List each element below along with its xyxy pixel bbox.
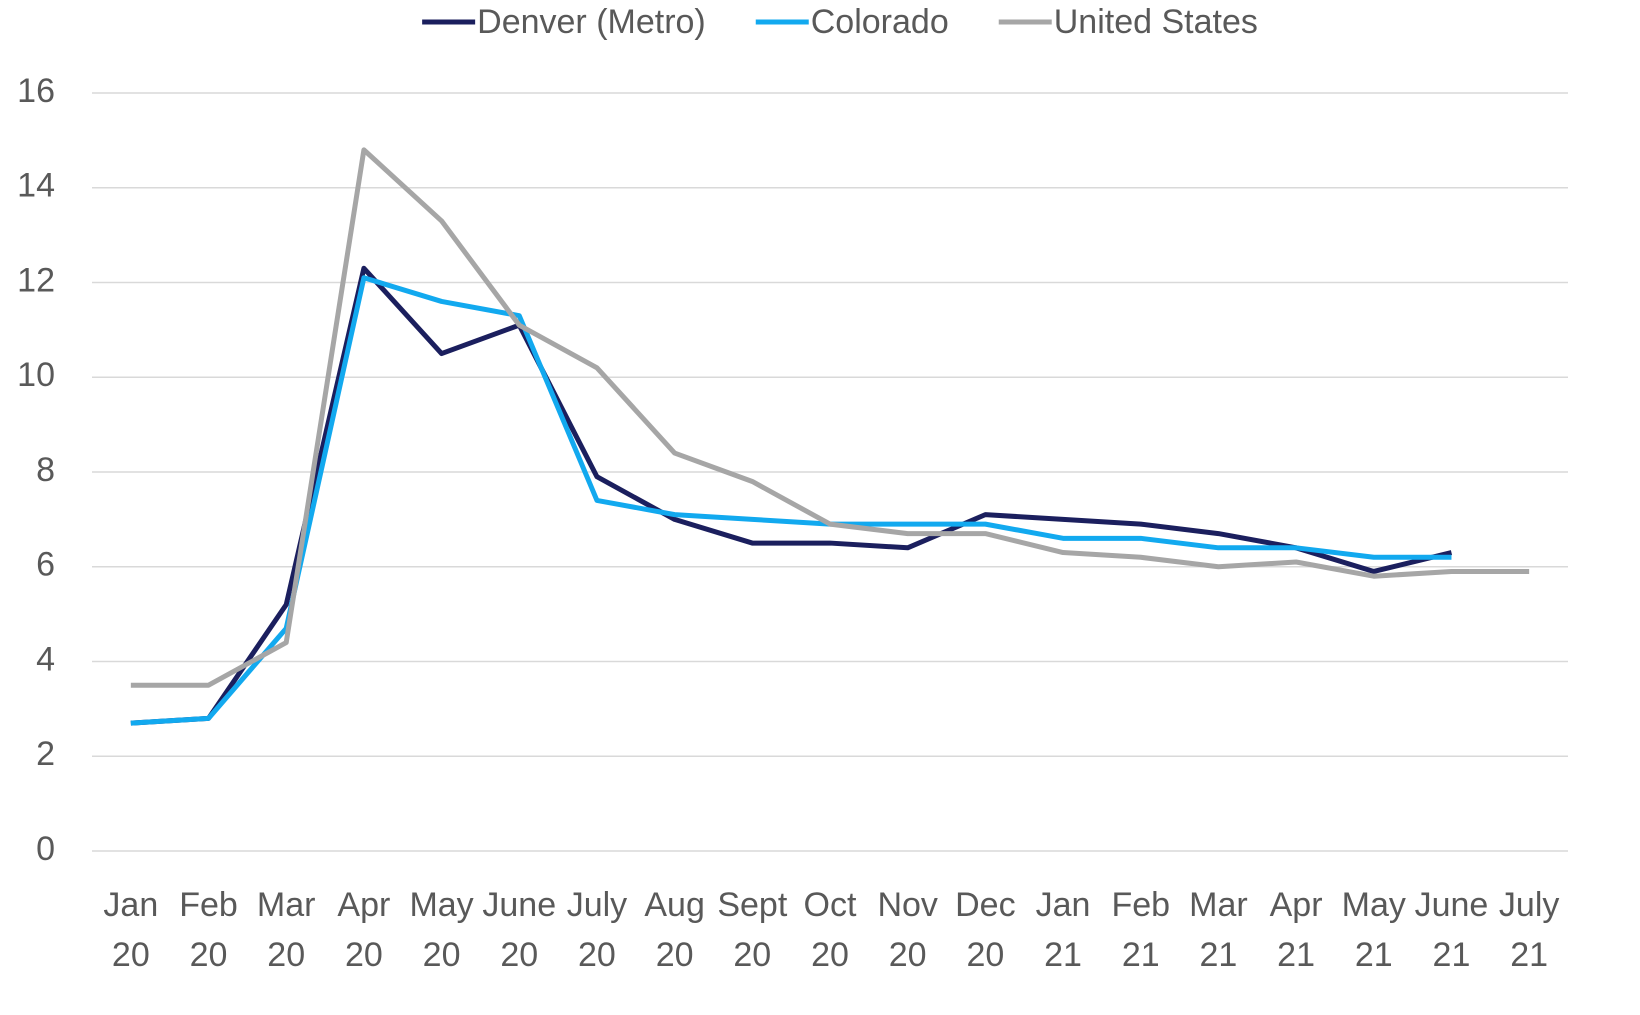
x-tick-label: Sept 20 — [717, 886, 788, 974]
x-tick-label: May 20 — [409, 886, 474, 974]
x-tick-label: July 20 — [566, 886, 628, 974]
y-tick-label: 14 — [17, 167, 55, 205]
x-tick-label: Nov 20 — [877, 886, 938, 974]
x-tick-label: June 20 — [482, 886, 557, 974]
x-tick-label: June 21 — [1414, 886, 1489, 974]
x-tick-label: Oct 20 — [803, 886, 857, 974]
legend-label: United States — [1054, 3, 1258, 41]
x-tick-label: Aug 20 — [644, 886, 705, 974]
series-line — [130, 275, 1452, 726]
series-line — [130, 265, 1453, 726]
x-tick-label: Jan 21 — [1035, 886, 1091, 974]
x-tick-label: July 21 — [1498, 886, 1560, 974]
x-tick-label: Mar 20 — [256, 886, 316, 974]
legend-label: Colorado — [811, 3, 949, 41]
x-tick-label: May 21 — [1341, 886, 1406, 974]
y-tick-label: 2 — [36, 735, 55, 773]
x-tick-label: Mar 21 — [1189, 886, 1248, 974]
x-tick-label: Feb 21 — [1111, 886, 1171, 974]
x-tick-label: Apr 20 — [337, 886, 391, 974]
series-line — [130, 147, 1530, 688]
y-tick-label: 12 — [17, 261, 55, 299]
y-tick-label: 16 — [17, 72, 55, 110]
y-tick-label: 10 — [17, 356, 55, 394]
y-tick-label: 8 — [36, 451, 55, 489]
y-tick-label: 4 — [36, 640, 55, 678]
x-tick-label: Feb 20 — [179, 886, 238, 974]
y-tick-label: 6 — [36, 546, 55, 584]
x-tick-label: Dec 20 — [955, 886, 1016, 974]
x-tick-label: Jan 20 — [103, 886, 159, 974]
legend-label: Denver (Metro) — [477, 3, 706, 41]
y-tick-label: 0 — [36, 830, 55, 868]
x-tick-label: Apr 21 — [1269, 886, 1323, 974]
